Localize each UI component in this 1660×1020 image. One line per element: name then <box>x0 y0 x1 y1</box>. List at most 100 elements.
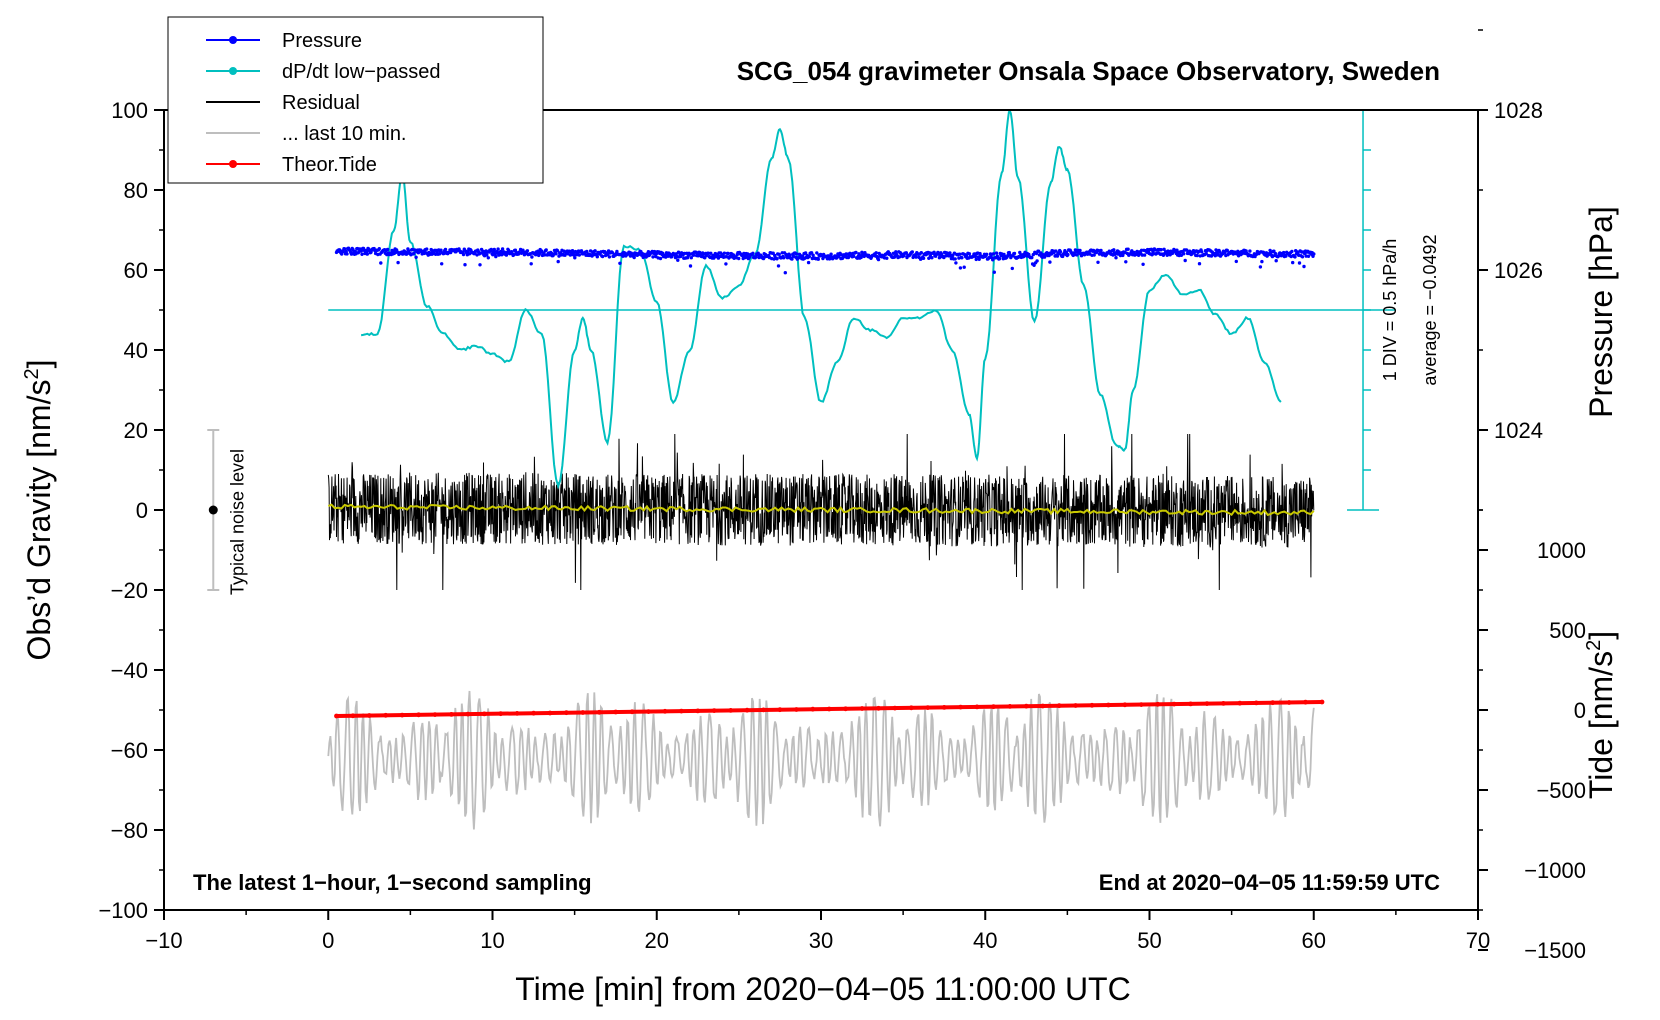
dpdt-line <box>360 109 1282 490</box>
chart-title: SCG_054 gravimeter Onsala Space Observat… <box>737 56 1440 86</box>
pressure-point <box>1030 255 1034 260</box>
pressure-point <box>1218 250 1222 254</box>
theor-tide-point <box>1122 702 1128 708</box>
pressure-tick-label: 1026 <box>1494 258 1543 283</box>
pressure-point <box>1032 263 1036 267</box>
pressure-point <box>544 248 548 252</box>
theor-tide-point <box>925 705 931 710</box>
pressure-point <box>1018 250 1022 255</box>
pressure-point <box>607 255 612 259</box>
x-tick-label: 0 <box>322 928 334 953</box>
pressure-point <box>1141 262 1145 266</box>
pressure-point <box>610 251 615 255</box>
pressure-point <box>854 250 858 255</box>
theor-tide-point <box>514 711 520 716</box>
pressure-point <box>953 257 957 261</box>
residual-smoothed-line <box>327 503 1315 517</box>
pressure-point <box>1273 251 1278 256</box>
theor-tide-point <box>1089 702 1095 708</box>
pressure-tick-label: 1024 <box>1494 418 1543 443</box>
theor-tide-point <box>826 706 832 712</box>
tide-tick-label: 0 <box>1574 698 1586 723</box>
theor-tide-point <box>613 709 619 715</box>
pressure-point <box>506 248 511 253</box>
pressure-point <box>1092 253 1096 257</box>
theor-tide-point <box>564 710 569 716</box>
x-tick-label: −10 <box>145 928 182 953</box>
tide-tick-label: 500 <box>1549 618 1586 643</box>
legend-label: Theor.Tide <box>282 154 377 176</box>
theor-tide-point <box>1106 702 1111 708</box>
pressure-point <box>697 250 702 255</box>
pressure-point <box>1162 247 1166 251</box>
tide-axis: −1500 −1000 −500 0 500 1000 <box>1478 509 1586 963</box>
pressure-point <box>492 247 496 252</box>
pressure-point <box>777 252 781 256</box>
pressure-point <box>788 253 792 257</box>
sampling-note: The latest 1−hour, 1−second sampling <box>193 870 592 895</box>
residual-line <box>327 433 1315 591</box>
theor-tide-point <box>843 706 848 712</box>
theor-tide-point <box>1270 700 1276 706</box>
theor-tide-point <box>1253 700 1259 706</box>
pressure-point <box>1096 260 1100 264</box>
x-tick-label: 40 <box>973 928 997 953</box>
pressure-point <box>496 247 500 251</box>
pressure-point <box>800 254 805 258</box>
theor-tide-point <box>695 708 701 714</box>
pressure-point <box>1200 250 1204 254</box>
noise-level-label: Typical noise level <box>227 449 247 595</box>
noise-level-bar <box>207 429 220 591</box>
pressure-point <box>962 265 966 269</box>
pressure-point <box>1204 252 1208 256</box>
pressure-point <box>754 255 758 259</box>
tide-tick-label: 1000 <box>1537 538 1586 563</box>
pressure-point <box>991 258 995 262</box>
pressure-point <box>1159 248 1163 252</box>
pressure-point <box>991 252 996 256</box>
theor-tide-point <box>334 713 339 719</box>
theor-tide-point <box>761 707 766 713</box>
pressure-point <box>632 255 636 260</box>
pressure-point <box>1297 261 1302 265</box>
theor-tide-point <box>1303 699 1308 705</box>
pressure-point <box>722 251 727 255</box>
pressure-point <box>577 253 581 257</box>
legend-label: ... last 10 min. <box>282 123 407 145</box>
pressure-point <box>600 254 605 259</box>
pressure-point <box>775 257 779 261</box>
pressure-point <box>852 254 856 259</box>
pressure-point <box>932 250 936 254</box>
pressure-point <box>512 253 516 257</box>
theor-tide-point <box>1188 701 1193 707</box>
theor-tide-point <box>646 709 651 714</box>
theor-tide-point <box>974 704 980 710</box>
pressure-point <box>876 257 881 262</box>
y-tick-label: −60 <box>111 738 148 763</box>
theor-tide-point <box>449 712 454 717</box>
pressure-point <box>573 256 577 260</box>
pressure-point <box>1126 247 1130 251</box>
pressure-point <box>1066 252 1070 257</box>
pressure-point <box>595 255 599 259</box>
y-tick-label: 60 <box>124 258 148 283</box>
legend-label: Residual <box>282 92 360 114</box>
pressure-point <box>494 254 498 259</box>
pressure-point <box>1291 260 1295 265</box>
pressure-point <box>443 247 448 252</box>
pressure-point <box>1114 256 1118 260</box>
pressure-point <box>1055 254 1060 258</box>
theor-tide-series <box>334 699 1325 719</box>
x-tick-label: 50 <box>1137 928 1161 953</box>
theor-tide-point <box>629 709 635 715</box>
pressure-point <box>365 252 369 256</box>
pressure-point <box>815 251 819 255</box>
pressure-point <box>1197 262 1202 266</box>
theor-tide-point <box>679 708 684 714</box>
dpdt-scale <box>328 109 1396 511</box>
theor-tide-point <box>1138 702 1144 707</box>
theor-tide-point <box>465 711 471 717</box>
pressure-point <box>894 250 898 254</box>
tide-tick-label: −1500 <box>1524 938 1586 963</box>
pressure-point <box>1112 248 1116 252</box>
